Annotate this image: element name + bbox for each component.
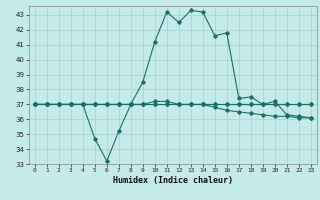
X-axis label: Humidex (Indice chaleur): Humidex (Indice chaleur) <box>113 176 233 185</box>
